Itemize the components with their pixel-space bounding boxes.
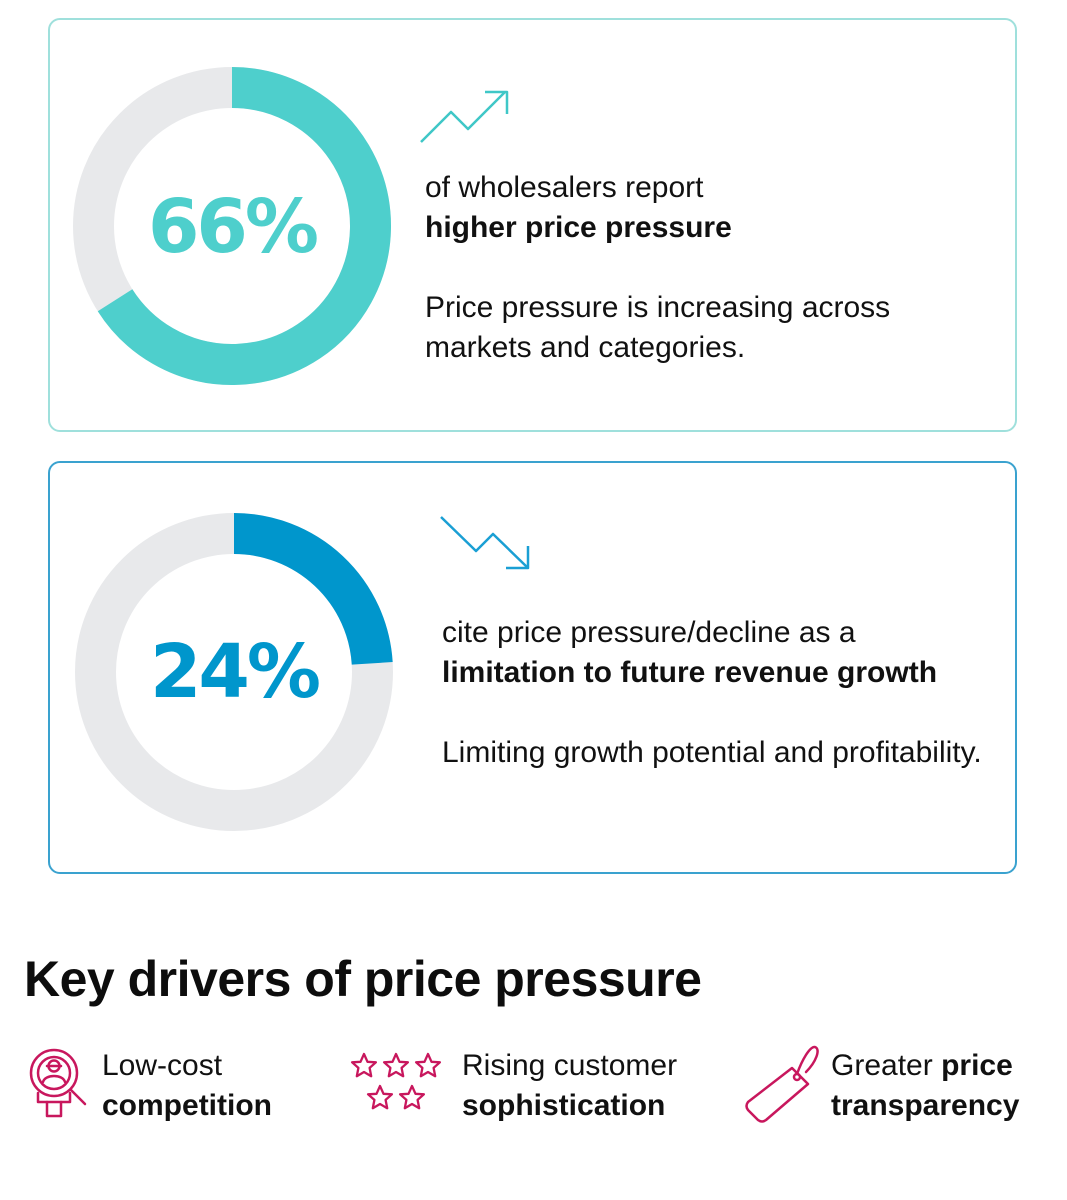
donut-chart-24: [75, 513, 393, 831]
stat-highlight: higher price pressure: [425, 211, 732, 244]
donut-value-arc: [233, 513, 393, 666]
driver-text: Low-cost competition: [102, 1046, 272, 1126]
driver-bold: competition: [102, 1089, 272, 1122]
stat-highlight: limitation to future revenue growth: [442, 656, 938, 689]
stat-text: of wholesalers report higher price press…: [425, 168, 995, 368]
driver-text: Greater price transparency: [831, 1046, 1019, 1126]
trend-up-icon: [420, 90, 509, 143]
section-title: Key drivers of price pressure: [24, 951, 702, 1007]
driver-bold: transparency: [831, 1089, 1020, 1122]
stat-description: Limiting growth potential and profitabil…: [442, 736, 982, 769]
donut-center-label: 24%: [149, 629, 321, 715]
stat-description: Price pressure is increasing across mark…: [425, 291, 891, 364]
stat-card-price-pressure: 66% of wholesalers report higher price p…: [48, 18, 1017, 432]
stat-card-revenue-growth: 24% cite price pressure/decline as a lim…: [48, 461, 1017, 874]
stat-lead: of wholesalers report: [425, 171, 704, 204]
driver-plain: Rising customer: [462, 1049, 678, 1082]
driver-bold-inline: price: [941, 1049, 1013, 1082]
driver-bold: sophistication: [462, 1089, 666, 1122]
donut-value-arc: [97, 67, 391, 385]
price-tag-icon: [745, 1045, 819, 1123]
stars-rating-icon: [350, 1052, 442, 1110]
stat-text: cite price pressure/decline as a limitat…: [442, 613, 1002, 773]
donut-center-label: 66%: [147, 184, 319, 270]
driver-plain: Greater: [831, 1049, 933, 1082]
driver-plain: Low-cost: [102, 1049, 223, 1082]
donut-chart-66: [73, 67, 391, 385]
trend-down-icon: [440, 516, 530, 570]
driver-text: Rising customer sophistication: [462, 1046, 677, 1126]
competitor-magnifier-icon: [29, 1048, 87, 1118]
stat-lead: cite price pressure/decline as a: [442, 616, 856, 649]
